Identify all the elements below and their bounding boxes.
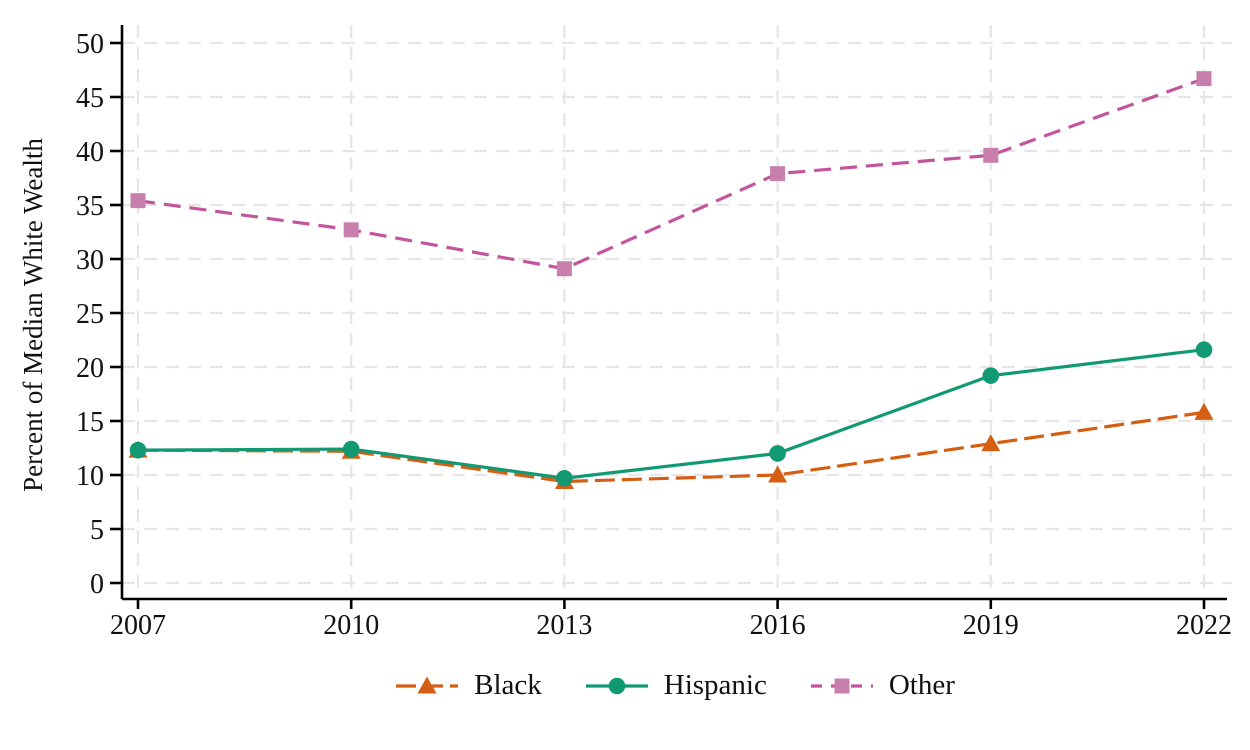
svg-text:50: 50 xyxy=(76,29,104,60)
chart-legend: Black Hispanic Other xyxy=(122,669,1227,702)
series-line-black xyxy=(137,410,1205,484)
marker-square-other xyxy=(983,147,999,163)
marker-circle-hispanic xyxy=(342,440,360,458)
y-tick-labels: 0 5 10 15 20 25 30 35 40 45 50 xyxy=(76,29,104,600)
svg-text:2010: 2010 xyxy=(323,610,379,641)
wealth-ratio-line-chart: Percent of Median White Wealth 051015202… xyxy=(18,25,1232,641)
legend-marker-hispanic xyxy=(608,677,626,694)
marker-square-other xyxy=(556,261,572,277)
svg-text:35: 35 xyxy=(76,191,104,222)
legend-label-other: Other xyxy=(888,669,955,701)
svg-text:0: 0 xyxy=(90,569,104,600)
svg-text:2007: 2007 xyxy=(110,610,166,641)
marker-triangle-black xyxy=(768,465,788,483)
svg-text:25: 25 xyxy=(76,299,104,330)
svg-text:10: 10 xyxy=(76,461,104,492)
legend-item-hispanic: Hispanic xyxy=(584,669,767,702)
svg-text:40: 40 xyxy=(76,137,104,168)
svg-text:15: 15 xyxy=(76,407,104,438)
legend-circle-swatch-icon xyxy=(585,677,648,694)
marker-triangle-black xyxy=(981,434,1001,452)
legend-item-other: Other xyxy=(809,669,955,702)
marker-circle-hispanic xyxy=(129,441,147,459)
svg-text:2016: 2016 xyxy=(750,610,806,641)
svg-text:2022: 2022 xyxy=(1176,610,1232,641)
y-axis-label: Percent of Median White Wealth xyxy=(18,138,48,492)
svg-text:45: 45 xyxy=(76,83,104,114)
legend-triangle-swatch-icon xyxy=(396,676,459,693)
series-other xyxy=(130,71,1212,277)
marker-circle-hispanic xyxy=(556,469,573,487)
legend-item-black: Black xyxy=(394,669,542,702)
gridlines xyxy=(122,25,1232,599)
svg-text:5: 5 xyxy=(90,515,104,546)
svg-text:20: 20 xyxy=(76,353,104,384)
axes xyxy=(110,25,1227,609)
series-line-other xyxy=(137,77,1205,271)
x-tick-labels: 2007 2010 2013 2016 2019 2022 xyxy=(110,610,1232,641)
marker-circle-hispanic xyxy=(769,445,786,462)
legend-square-swatch-icon xyxy=(810,678,873,693)
series-hispanic xyxy=(129,341,1213,487)
marker-square-other xyxy=(130,193,146,209)
legend-label-hispanic: Hispanic xyxy=(663,669,767,701)
marker-square-other xyxy=(1196,71,1212,87)
legend-label-black: Black xyxy=(474,669,542,701)
marker-circle-hispanic xyxy=(1195,341,1213,359)
marker-square-other xyxy=(770,166,786,182)
legend-marker-black xyxy=(417,676,437,693)
svg-text:2019: 2019 xyxy=(963,610,1019,641)
marker-square-other xyxy=(343,222,359,238)
marker-circle-hispanic xyxy=(982,367,1000,384)
series-line-hispanic xyxy=(137,348,1205,480)
svg-text:30: 30 xyxy=(76,245,104,276)
svg-text:2013: 2013 xyxy=(536,610,592,641)
legend-marker-other xyxy=(834,678,850,693)
marker-triangle-black xyxy=(1194,402,1214,420)
